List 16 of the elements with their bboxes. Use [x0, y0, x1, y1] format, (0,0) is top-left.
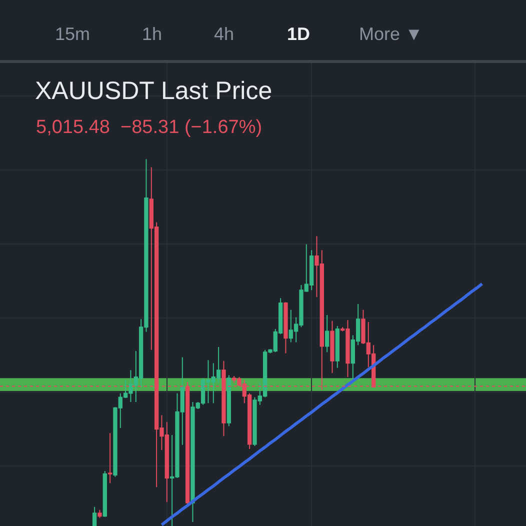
text: 1h: [142, 24, 162, 44]
candlestick: [284, 302, 288, 354]
candlestick: [330, 320, 334, 374]
text: 15m: [55, 24, 90, 44]
candlestick: [324, 314, 330, 353]
candlestick: [108, 432, 112, 484]
chart-subtitle: 5,015.48 −85.31 (−1.67%): [36, 117, 262, 138]
candlestick: [226, 374, 231, 427]
candlestick: [98, 509, 102, 518]
text: 4h: [214, 24, 234, 44]
text: More ▼: [359, 24, 423, 44]
candlestick: [335, 326, 340, 368]
candlestick: [92, 506, 97, 526]
chart-title: XAUUSDT Last Price: [35, 76, 272, 105]
text: 1D: [287, 24, 310, 44]
candlestick: [102, 470, 107, 518]
